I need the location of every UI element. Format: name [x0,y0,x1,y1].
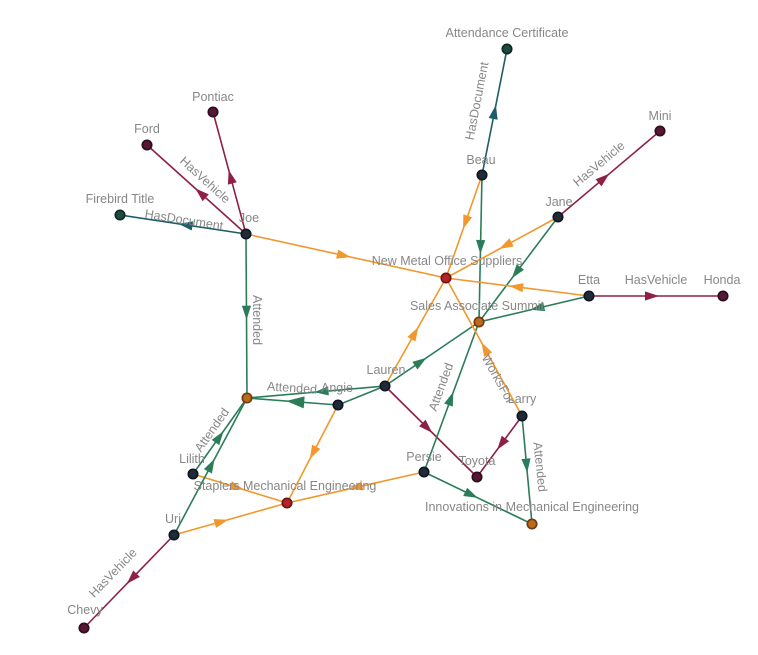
edges-layer [83,48,723,629]
node-label-joe: Joe [239,211,259,225]
node-staplers-mechanical-engineering[interactable] [281,497,293,509]
node-larry[interactable] [516,410,528,422]
arrowheads-layer [126,105,659,584]
edge-label-joe-event-hub: Attended [250,295,264,345]
node-firebird-title[interactable] [114,209,126,221]
node-label-lauren: Lauren [367,363,406,377]
node-label-larry: Larry [508,392,537,406]
node-label-persie: Persie [406,450,441,464]
arrowhead-persie-innovations-in-mechanical-engineering [463,487,478,498]
node-uri[interactable] [168,529,180,541]
node-label-beau: Beau [466,153,495,167]
node-honda[interactable] [717,290,729,302]
node-persie[interactable] [418,466,430,478]
arrowhead-uri-staplers-mechanical-engineering [213,519,229,528]
node-ford[interactable] [141,139,153,151]
node-label-chevy: Chevy [67,603,103,617]
node-label-honda: Honda [704,273,741,287]
arrowhead-lauren-toyota [419,419,433,433]
arrowhead-larry-new-metal-office-suppliers [481,342,493,357]
arrowhead-joe-event-hub [241,305,252,320]
arrowhead-lauren-event-hub [314,386,329,396]
arrowhead-lauren-sales-associate-summit [412,357,427,370]
node-label-sales-associate-summit: Sales Associate Summit [410,299,545,313]
node-label-pontiac: Pontiac [192,90,234,104]
node-label-uri: Uri [165,512,181,526]
arrowhead-etta-new-metal-office-suppliers [509,283,524,293]
arrowhead-beau-attendance-certificate [488,105,498,120]
node-label-firebird-title: Firebird Title [86,192,155,206]
node-label-lilith: Lilith [179,452,205,466]
arrowhead-joe-pontiac [227,169,237,185]
node-etta[interactable] [583,290,595,302]
labels-layer: HasVehicle HasDocument Attended HasDocument… [67,26,740,617]
arrowhead-jane-sales-associate-summit [511,264,524,279]
arrowhead-beau-new-metal-office-suppliers [463,214,473,230]
node-label-angie: Angie [321,381,353,395]
arrowhead-joe-firebird-title [178,221,194,231]
arrowhead-uri-chevy [126,570,140,584]
node-label-jane: Jane [545,195,572,209]
node-attendance-certificate[interactable] [501,43,513,55]
edge-label-angie-event-hub: Attended [267,379,318,396]
arrowhead-etta-sales-associate-summit [530,302,546,312]
arrowhead-etta-honda [645,291,659,301]
edge-label-beau-attendance-certificate: HasDocument [463,60,492,141]
node-pontiac[interactable] [207,106,219,118]
node-label-attendance-certificate: Attendance Certificate [446,26,569,40]
node-label-staplers-mechanical-engineering: Staplers Mechanical Engineering [194,479,377,493]
node-label-toyota: Toyota [459,454,496,468]
node-label-new-metal-office-suppliers: New Metal Office Suppliers [372,254,523,268]
node-chevy[interactable] [78,622,90,634]
node-lilith[interactable] [187,468,199,480]
edge-label-uri-chevy: HasVehicle [86,546,140,601]
node-label-etta: Etta [578,273,600,287]
arrowhead-angie-event-hub [286,396,305,409]
edge-uri-staplers-mechanical-engineering [173,502,288,536]
arrowhead-jane-mini [595,173,610,187]
arrowhead-larry-toyota [497,435,510,450]
node-new-metal-office-suppliers[interactable] [440,272,452,284]
node-sales-associate-summit[interactable] [473,316,485,328]
node-jane[interactable] [552,211,564,223]
arrowhead-persie-sales-associate-summit [444,391,454,407]
arrowhead-uri-event-hub [203,458,215,474]
edge-lauren-sales-associate-summit [384,321,480,387]
node-innovations-in-mechanical-engineering[interactable] [526,518,538,530]
edge-angie-lauren [337,385,386,406]
node-angie[interactable] [332,399,344,411]
node-label-innovations-in-mechanical-engineering: Innovations in Mechanical Engineering [425,500,639,514]
node-label-mini: Mini [649,109,672,123]
arrowhead-lauren-new-metal-office-suppliers [407,327,419,342]
arrowhead-angie-staplers-mechanical-engineering [309,444,321,460]
node-toyota[interactable] [471,471,483,483]
arrowhead-jane-new-metal-office-suppliers [499,238,514,250]
arrowhead-beau-sales-associate-summit [476,239,486,254]
arrowhead-joe-ford [195,188,209,202]
node-beau[interactable] [476,169,488,181]
arrowhead-lilith-event-hub [211,431,224,446]
node-joe[interactable] [240,228,252,240]
edge-label-larry-innovations-in-mechanical-engineering: Attended [530,441,549,492]
edge-label-joe-firebird-title: HasDocument [144,207,225,233]
arrowhead-persie-staplers-mechanical-engineering [348,481,364,491]
node-mini[interactable] [654,125,666,137]
edge-label-etta-honda: HasVehicle [625,273,688,287]
arrowhead-joe-new-metal-office-suppliers [336,249,351,259]
edge-persie-innovations-in-mechanical-engineering [423,471,533,525]
node-label-ford: Ford [134,122,160,136]
node-lauren[interactable] [379,380,391,392]
node-event-hub[interactable] [241,392,253,404]
arrowhead-larry-innovations-in-mechanical-engineering [521,458,531,473]
nodes-layer [78,43,729,634]
arrowhead-lilith-staplers-mechanical-engineering [229,481,244,490]
